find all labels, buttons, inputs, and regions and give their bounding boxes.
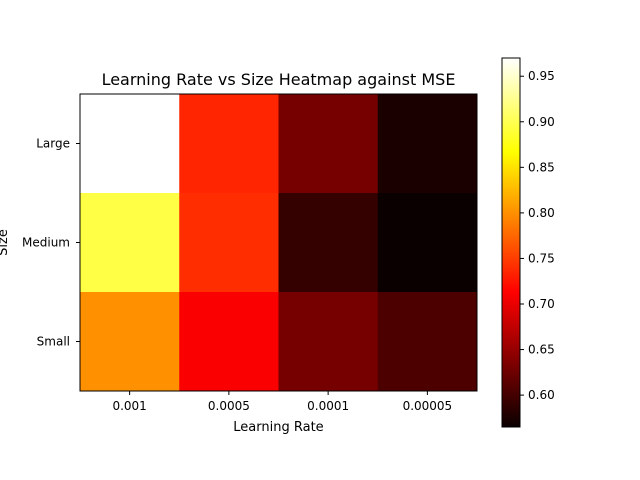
- colorbar: [501, 57, 521, 428]
- heatmap-cell: [80, 94, 180, 194]
- heatmap-cell: [278, 292, 379, 392]
- heatmap-cell: [80, 292, 180, 392]
- colorbar-tick-label: 0.60: [528, 388, 555, 402]
- heatmap-cells: [80, 94, 478, 392]
- heatmap-cell: [377, 193, 478, 293]
- colorbar-tick-label: 0.75: [528, 251, 555, 265]
- heatmap-cell: [179, 94, 279, 194]
- heatmap-cell: [278, 94, 379, 194]
- colorbar-tick-label: 0.90: [528, 115, 555, 129]
- colorbar-tick-label: 0.80: [528, 206, 555, 220]
- chart-title: Learning Rate vs Size Heatmap against MS…: [102, 70, 456, 89]
- heatmap-cell: [179, 292, 279, 392]
- x-tick-label: 0.0005: [208, 399, 250, 413]
- heatmap-cell: [80, 193, 180, 293]
- x-tick-label: 0.0001: [307, 399, 349, 413]
- colorbar-tick-label: 0.85: [528, 160, 555, 174]
- heatmap-cell: [377, 292, 478, 392]
- y-tick-label: Large: [36, 137, 70, 151]
- colorbar-tick-label: 0.95: [528, 69, 555, 83]
- x-tick-label: 0.001: [112, 399, 146, 413]
- heatmap-cell: [377, 94, 478, 194]
- y-axis-label: Size: [0, 229, 11, 256]
- x-axis-ticks: 0.001 0.0005 0.0001 0.00005: [112, 391, 452, 413]
- colorbar-ticks: 0.60 0.65 0.70 0.75 0.80 0.85 0.90 0.95: [520, 69, 555, 402]
- x-tick-label: 0.00005: [403, 399, 453, 413]
- y-tick-label: Small: [37, 335, 70, 349]
- y-tick-label: Medium: [22, 236, 70, 250]
- y-axis-ticks: Large Medium Small: [22, 137, 80, 349]
- heatmap-cell: [179, 193, 279, 293]
- x-axis-label: Learning Rate: [233, 420, 323, 435]
- colorbar-tick-label: 0.65: [528, 343, 555, 357]
- heatmap-cell: [278, 193, 379, 293]
- colorbar-tick-label: 0.70: [528, 297, 555, 311]
